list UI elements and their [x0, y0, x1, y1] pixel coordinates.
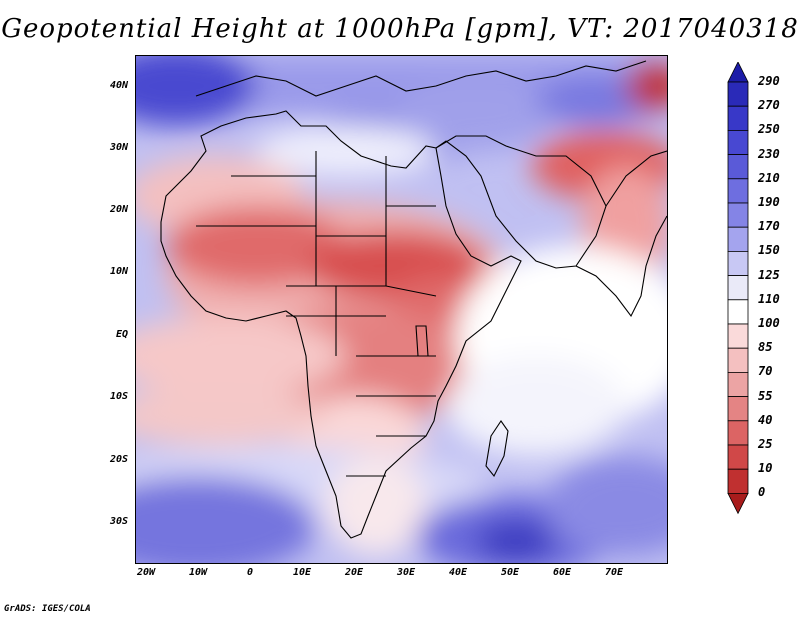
colorbar-level-label: 250	[758, 122, 780, 137]
lon-label-10w: 10W	[188, 567, 208, 578]
lon-label-20w: 20W	[136, 567, 156, 578]
colorbar-segment	[727, 154, 749, 180]
lat-label-30n: 30N	[109, 142, 128, 153]
colorbar-segment	[727, 178, 749, 204]
colorbar-segment	[727, 299, 749, 325]
colorbar-segment	[727, 323, 749, 349]
colorbar-level-label: 190	[758, 195, 780, 209]
colorbar-level-label: 10	[758, 461, 773, 476]
colorbar-level-label: 0	[758, 485, 766, 500]
colorbar-level-label: 230	[758, 146, 780, 161]
colorbar-level-label: 150	[758, 243, 780, 258]
colorbar-segment	[727, 81, 749, 107]
lon-label-0: 0	[246, 567, 254, 578]
lat-label-eq: EQ	[115, 329, 128, 340]
lat-label-30s: 30S	[109, 516, 128, 527]
colorbar-level-label: 125	[758, 267, 780, 282]
height-field	[136, 56, 667, 563]
colorbar-level-label: 170	[758, 219, 780, 234]
coastlines	[160, 60, 667, 539]
colorbar-segment	[727, 420, 749, 446]
colorbar-level-label: 270	[758, 98, 780, 113]
colorbar-segment	[727, 371, 749, 397]
colorbar-level-label: 100	[758, 316, 780, 330]
colorbar-segment	[727, 275, 749, 301]
lat-label-20s: 20S	[109, 454, 128, 465]
lon-label-40e: 40E	[448, 567, 468, 578]
colorbar-level-label: 70	[758, 364, 773, 379]
lat-label-10s: 10S	[109, 391, 128, 402]
lon-label-60e: 60E	[552, 567, 572, 578]
colorbar-level-label: 85	[758, 340, 773, 355]
lat-label-40n: 40N	[109, 80, 128, 91]
lon-label-70e: 70E	[604, 567, 624, 578]
colorbar-segment	[727, 226, 749, 252]
lon-label-50e: 50E	[500, 567, 520, 578]
lon-label-20e: 20E	[344, 567, 364, 578]
colorbar-level-label: 290	[758, 74, 780, 88]
map-svg	[136, 56, 667, 563]
colorbar-level-label: 25	[758, 437, 773, 451]
colorbar-segment	[727, 444, 749, 470]
colorbar-level-label: 40	[758, 412, 773, 427]
page-title: Geopotential Height at 1000hPa [gpm], VT…	[1, 14, 799, 44]
colorbar	[727, 62, 749, 515]
colorbar-segment	[727, 347, 749, 373]
footer-credit: GrADS: IGES/COLA	[4, 604, 91, 614]
colorbar-segment	[727, 202, 749, 228]
colorbar-segment	[727, 468, 749, 494]
colorbar-arrow-bottom	[727, 492, 749, 515]
colorbar-segment	[727, 250, 749, 276]
colorbar-level-label: 110	[758, 291, 780, 306]
map-plot-area	[135, 55, 668, 564]
lat-label-20n: 20N	[109, 204, 128, 215]
lon-label-10e: 10E	[292, 567, 312, 578]
colorbar-segment	[727, 130, 749, 156]
lon-label-30e: 30E	[396, 567, 416, 578]
colorbar-level-label: 210	[758, 170, 780, 185]
colorbar-arrow-top	[727, 62, 749, 83]
colorbar-segment	[727, 105, 749, 131]
colorbar-level-label: 55	[758, 388, 773, 403]
colorbar-segment	[727, 396, 749, 422]
lat-label-10n: 10N	[109, 266, 128, 277]
